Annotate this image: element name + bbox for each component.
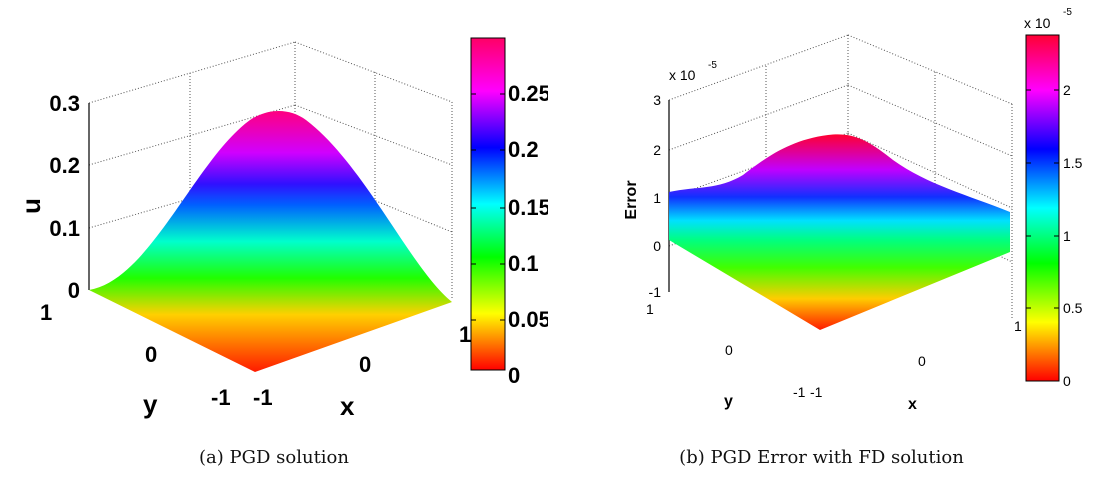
colorbar-tick-label: 0.5 — [1063, 300, 1083, 316]
x-axis-label: x — [340, 391, 355, 421]
z-axis-label: Error — [623, 180, 640, 219]
colorbar-tick-label: 0.1 — [508, 251, 539, 276]
y-tick-label: 0 — [145, 342, 157, 367]
colorbar-ticks-a — [471, 93, 505, 321]
y-tick-label: 1 — [40, 300, 52, 325]
z-tick-label: 0.1 — [49, 216, 80, 241]
colorbar-a — [470, 37, 506, 371]
z-tick-label: 0.2 — [49, 153, 80, 178]
colorbar-ticks-b — [1026, 89, 1059, 309]
x-axis-label: x — [908, 396, 917, 413]
y-tick-label: 1 — [646, 301, 654, 317]
surface-a — [89, 111, 452, 372]
x-tick-label: -1 — [810, 384, 823, 400]
surface-plot-b: x 10 -5 3 2 1 0 -1 Error 1 0 -1 y -1 0 1… — [623, 7, 1083, 413]
z-exponent-label: x 10 — [669, 67, 696, 83]
y-tick-label: 0 — [725, 342, 733, 358]
z-tick-label: -1 — [649, 284, 662, 300]
colorbar-tick-label: 0.25 — [508, 81, 548, 106]
colorbar-tick-label: 2 — [1063, 82, 1071, 98]
y-tick-label: -1 — [793, 384, 806, 400]
caption-b: (b) PGD Error with FD solution — [679, 447, 964, 468]
x-tick-label: 0 — [359, 352, 371, 377]
z-tick-label: 0 — [653, 238, 661, 254]
chart-panel-a: 0.3 0.2 0.1 0 u 1 0 -1 y -1 0 1 x 0.25 0… — [16, 37, 548, 468]
surface-b — [669, 134, 1010, 330]
z-exponent-power: -5 — [708, 60, 717, 71]
colorbar-tick-label: 0.05 — [508, 307, 548, 332]
colorbar-tick-label: 0.2 — [508, 137, 539, 162]
colorbar-tick-label: 0.15 — [508, 195, 548, 220]
x-tick-label: -1 — [253, 385, 273, 410]
z-tick-label: 3 — [653, 92, 661, 108]
z-tick-label: 2 — [653, 142, 661, 158]
z-tick-label: 0 — [68, 278, 80, 303]
y-axis-label: y — [143, 389, 158, 419]
colorbar-tick-label: 1.5 — [1063, 155, 1083, 171]
z-axis-label: u — [16, 198, 46, 214]
z-tick-label: 0.3 — [49, 91, 80, 116]
z-tick-label: 1 — [653, 190, 661, 206]
chart-panel-b: x 10 -5 3 2 1 0 -1 Error 1 0 -1 y -1 0 1… — [548, 0, 1095, 480]
x-tick-label: 1 — [459, 322, 471, 347]
x-tick-label: 1 — [1014, 318, 1022, 334]
colorbar-exponent-label: x 10 — [1024, 15, 1051, 31]
surface-plot-a: 0.3 0.2 0.1 0 u 1 0 -1 y -1 0 1 x 0.25 0… — [16, 37, 548, 421]
colorbar-tick-label: 0 — [1063, 373, 1071, 389]
x-tick-label: 0 — [918, 353, 926, 369]
colorbar-tick-label: 0 — [508, 363, 520, 388]
caption-a: (a) PGD solution — [199, 447, 349, 468]
y-axis-label: y — [724, 393, 733, 410]
colorbar-tick-label: 1 — [1063, 228, 1071, 244]
colorbar-exponent-power: -5 — [1063, 7, 1072, 18]
colorbar-b — [1025, 34, 1060, 382]
y-tick-label: -1 — [211, 385, 231, 410]
